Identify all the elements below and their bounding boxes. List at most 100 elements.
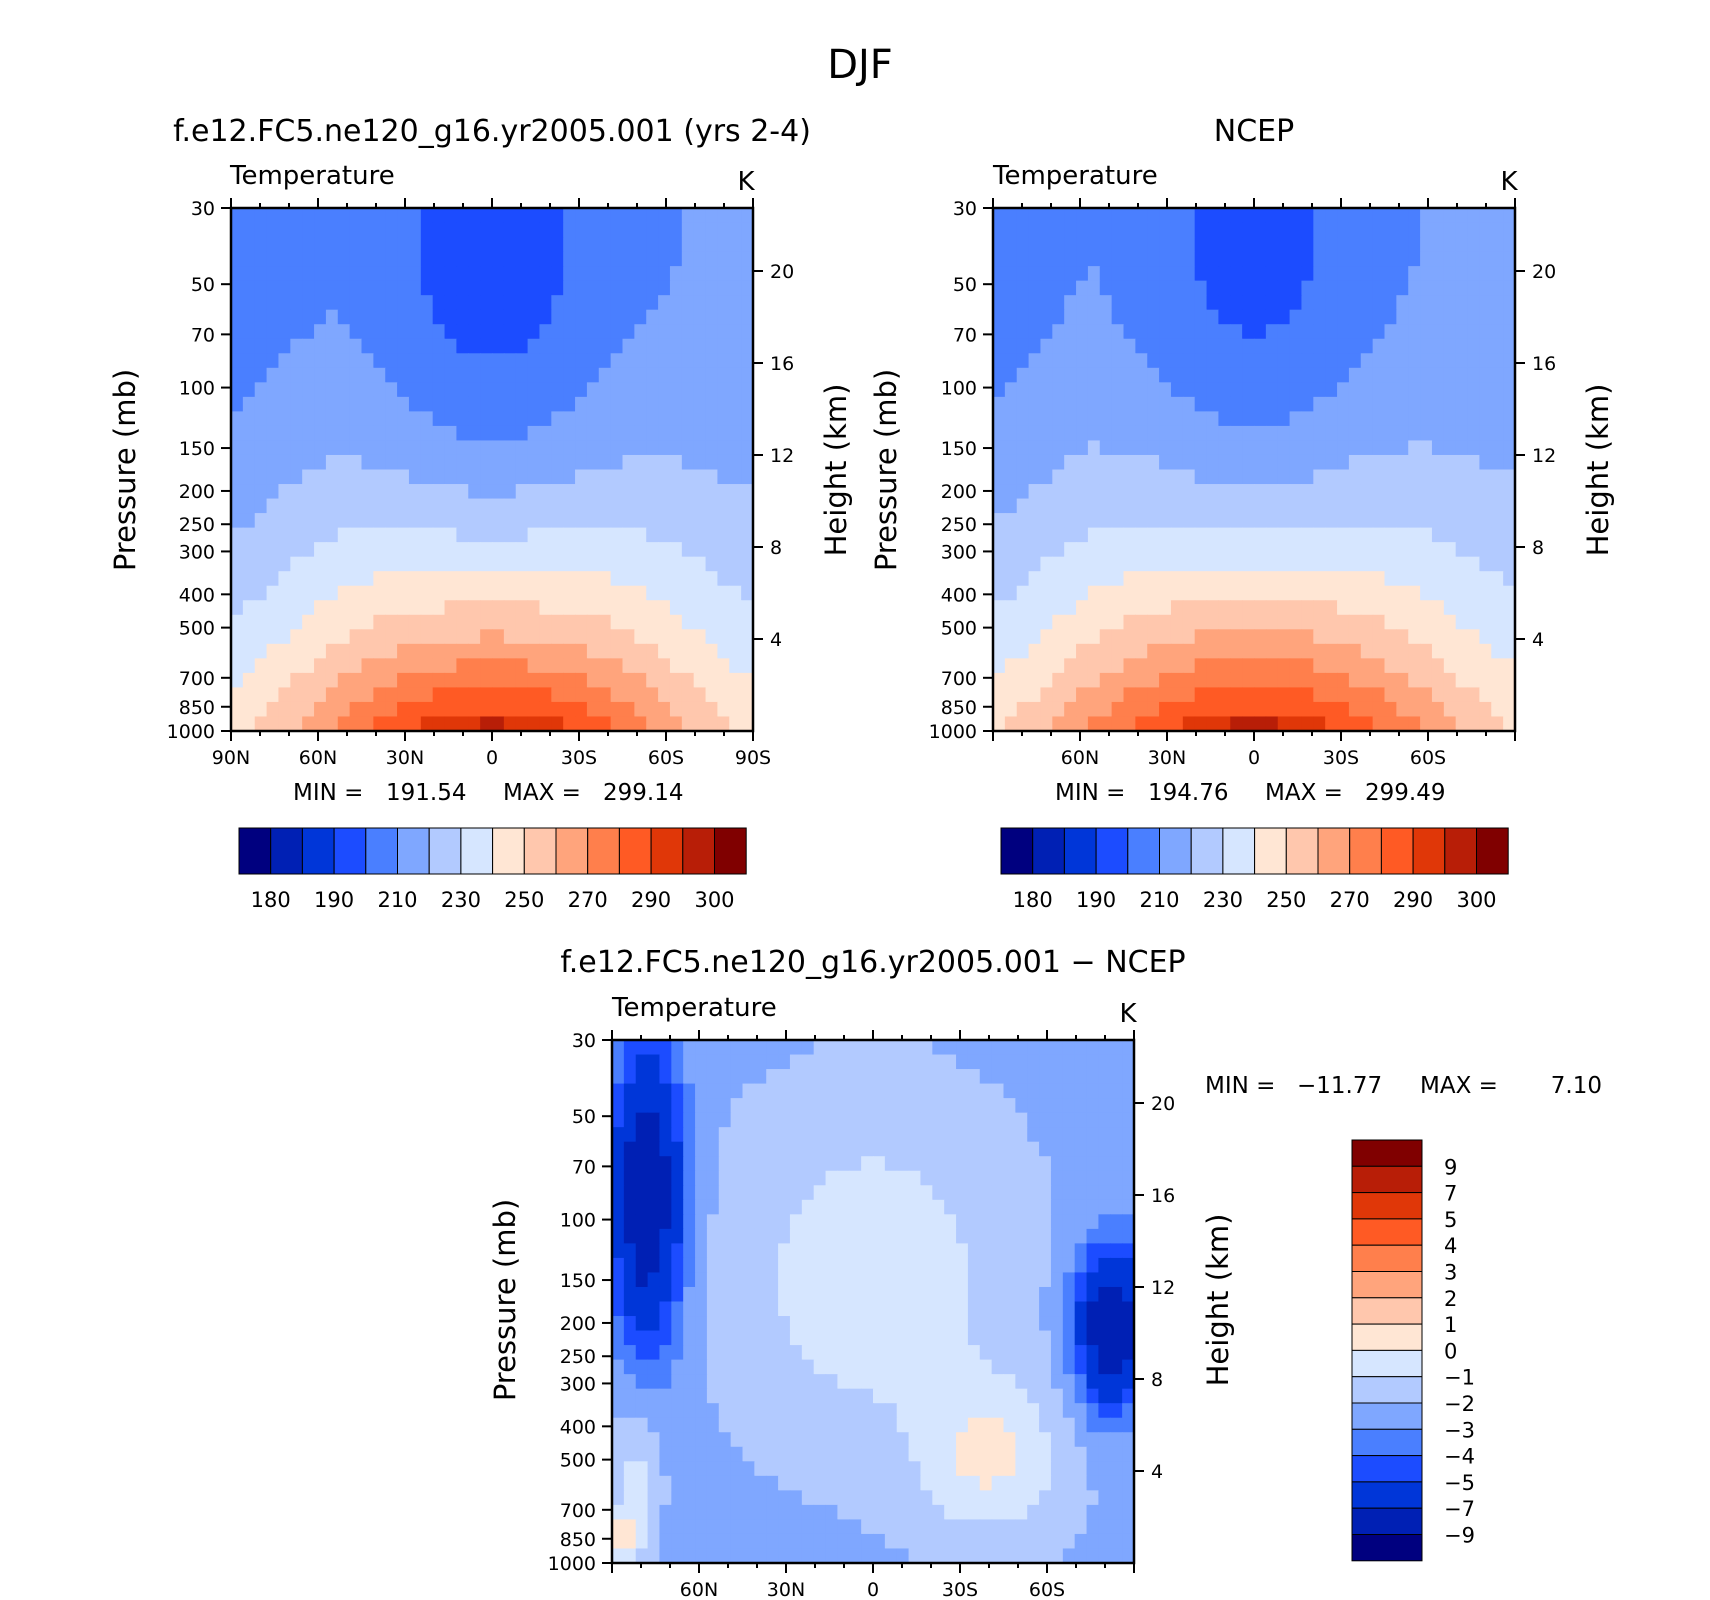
field-cell <box>801 1461 815 1477</box>
field-cell <box>1039 1388 1052 1404</box>
field-cell <box>1384 556 1397 572</box>
field-cell <box>1325 527 1338 543</box>
field-cell <box>1254 324 1267 340</box>
field-cell <box>681 222 695 238</box>
field-cell <box>1360 542 1374 558</box>
field-cell <box>741 454 754 471</box>
field-cell <box>1431 556 1445 572</box>
field-cell <box>432 643 446 659</box>
field-cell <box>896 1141 910 1157</box>
field-cell <box>610 396 624 412</box>
field-cell <box>944 1272 957 1288</box>
field-cell <box>1003 1533 1016 1550</box>
field-cell <box>586 498 600 514</box>
field-cell <box>242 687 256 703</box>
field-cell <box>993 251 1006 267</box>
field-cell <box>681 687 695 703</box>
field-cell <box>1396 208 1409 224</box>
field-cell <box>634 672 647 689</box>
field-cell <box>444 716 458 732</box>
field-cell <box>575 411 588 427</box>
field-cell <box>1467 687 1481 703</box>
field-cell <box>337 338 351 354</box>
field-cell <box>801 1141 815 1157</box>
field-cell <box>944 1185 957 1201</box>
field-cell <box>1098 1228 1111 1244</box>
field-cell <box>932 1301 945 1317</box>
field-cell <box>1050 1083 1064 1099</box>
field-cell <box>1074 1417 1088 1433</box>
colorbar-label: 230 <box>441 888 481 912</box>
field-cell <box>314 411 327 427</box>
field-cell <box>254 324 268 340</box>
field-cell <box>1491 454 1504 471</box>
field-cell <box>551 614 564 630</box>
field-cell <box>1050 1461 1064 1477</box>
field-cell <box>706 1461 720 1477</box>
field-cell <box>1206 716 1220 732</box>
field-cell <box>1384 513 1397 529</box>
field-cell <box>480 266 493 282</box>
field-cell <box>1230 425 1243 442</box>
field-cell <box>801 1098 815 1114</box>
field-cell <box>659 1301 672 1317</box>
field-cell <box>742 1185 755 1201</box>
colorbar-label: 270 <box>568 888 608 912</box>
field-cell <box>825 1519 839 1535</box>
field-cell <box>646 556 659 572</box>
field-cell <box>1039 1170 1052 1186</box>
field-cell <box>766 1316 779 1332</box>
field-cell <box>468 513 481 529</box>
field-cell <box>397 527 410 543</box>
field-cell <box>993 527 1006 543</box>
field-cell <box>1443 701 1457 718</box>
y-tick-label: 250 <box>179 514 215 536</box>
field-cell <box>503 309 517 325</box>
field-cell <box>1206 222 1220 238</box>
field-cell <box>456 614 469 630</box>
field-cell <box>1396 353 1409 369</box>
field-cell <box>1039 1054 1052 1070</box>
field-cell <box>920 1388 933 1404</box>
field-cell <box>1098 1272 1111 1288</box>
field-cell <box>397 266 410 282</box>
field-cell <box>1265 643 1279 659</box>
field-cell <box>302 687 315 703</box>
field-cell <box>730 1141 744 1157</box>
field-cell <box>492 411 505 427</box>
field-cell <box>408 469 422 485</box>
field-cell <box>623 1461 637 1477</box>
field-cell <box>1182 484 1196 500</box>
field-cell <box>1408 687 1421 703</box>
field-cell <box>683 1345 696 1361</box>
field-cell <box>849 1548 862 1564</box>
field-cell <box>1110 1374 1123 1390</box>
field-cell <box>551 571 564 587</box>
field-cell <box>1491 571 1504 587</box>
field-cell <box>1420 542 1433 558</box>
field-cell <box>801 1490 815 1506</box>
field-cell <box>1431 672 1445 689</box>
field-cell <box>586 629 600 645</box>
field-cell <box>1479 396 1492 412</box>
field-cell <box>730 1185 744 1201</box>
field-cell <box>778 1127 791 1143</box>
field-cell <box>693 687 707 703</box>
field-cell <box>658 556 671 572</box>
field-cell <box>766 1519 779 1535</box>
field-cell <box>575 237 588 253</box>
field-cell <box>242 527 256 543</box>
field-cell <box>444 411 458 427</box>
field-cell <box>1123 280 1136 296</box>
field-cell <box>658 396 671 412</box>
field-cell <box>373 629 386 645</box>
field-cell <box>254 237 268 253</box>
field-cell <box>314 629 327 645</box>
field-cell <box>468 324 481 340</box>
field-cell <box>1027 1069 1040 1085</box>
field-cell <box>671 1127 684 1143</box>
field-cell <box>956 1141 969 1157</box>
field-cell <box>825 1199 839 1215</box>
field-cell <box>1360 513 1374 529</box>
field-cell <box>468 629 481 645</box>
